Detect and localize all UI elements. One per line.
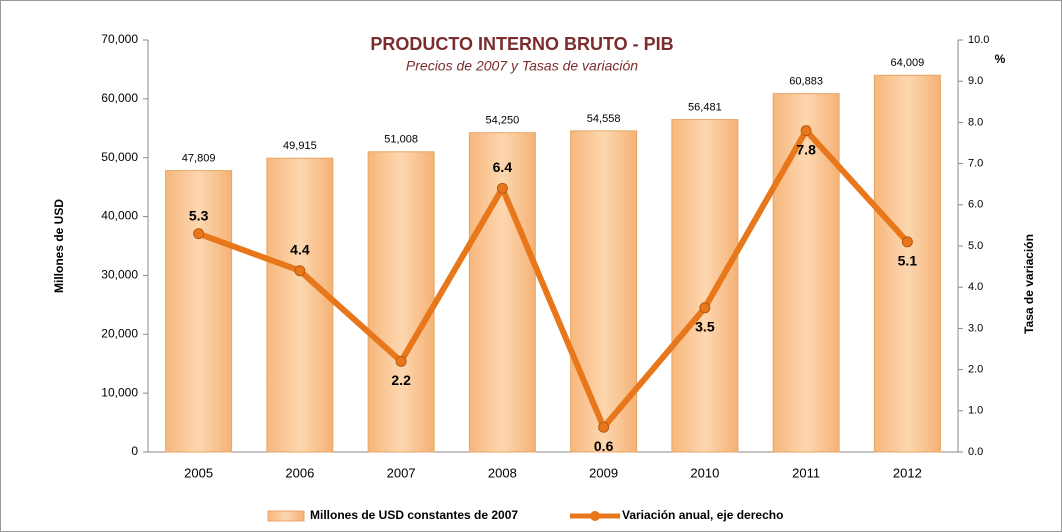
line-value-label: 5.3 <box>189 207 209 223</box>
y2-tick-label: 8.0 <box>968 116 983 128</box>
chart-title: PRODUCTO INTERNO BRUTO - PIB <box>370 34 673 54</box>
x-tick-label: 2007 <box>387 465 416 480</box>
y-tick-label: 50,000 <box>101 150 138 164</box>
bar-value-label: 51,008 <box>384 134 418 146</box>
line-point <box>194 229 204 239</box>
bar-value-label: 64,009 <box>891 57 925 69</box>
y-tick-label: 60,000 <box>101 91 138 105</box>
legend-label: Variación anual, eje derecho <box>622 508 783 522</box>
bar-value-label: 54,558 <box>587 113 621 125</box>
x-tick-label: 2011 <box>792 465 820 480</box>
y-tick-label: 30,000 <box>101 268 138 282</box>
line-point <box>396 356 406 366</box>
line-value-label: 2.2 <box>391 372 411 388</box>
bar <box>672 120 738 452</box>
bar-value-label: 54,250 <box>486 115 520 127</box>
y2-tick-label: 2.0 <box>968 364 983 376</box>
y-axis-label: Millones de USD <box>52 199 66 293</box>
chart-subtitle: Precios de 2007 y Tasas de variación <box>406 58 638 74</box>
x-tick-label: 2010 <box>690 465 719 480</box>
legend-swatch <box>590 511 600 521</box>
x-tick-label: 2006 <box>285 465 314 480</box>
bar-value-label: 47,809 <box>182 153 216 165</box>
line-value-label: 4.4 <box>290 241 310 257</box>
y-tick-label: 10,000 <box>101 385 138 399</box>
bar <box>267 158 333 452</box>
y-tick-label: 40,000 <box>101 209 138 223</box>
y2-tick-label: 0.0 <box>968 446 983 458</box>
x-tick-label: 2009 <box>589 465 618 480</box>
y2-axis-label: Tasa de variación <box>1022 234 1036 334</box>
bar <box>469 133 535 452</box>
line-value-label: 0.6 <box>594 438 614 454</box>
chart: PRODUCTO INTERNO BRUTO - PIB Precios de … <box>0 0 1062 532</box>
y2-tick-label: 3.0 <box>968 322 983 334</box>
bar-value-label: 49,915 <box>283 140 317 152</box>
line-value-label: 6.4 <box>493 159 513 175</box>
line-point <box>902 237 912 247</box>
x-tick-label: 2005 <box>184 465 213 480</box>
y2-tick-label: 7.0 <box>968 158 983 170</box>
y2-tick-label: 1.0 <box>968 405 983 417</box>
legend-label: Millones de USD constantes de 2007 <box>310 508 518 522</box>
y2-tick-label: 4.0 <box>968 281 983 293</box>
y2-tick-label: 5.0 <box>968 240 983 252</box>
line-point <box>497 183 507 193</box>
line-value-label: 7.8 <box>796 141 816 157</box>
legend-swatch <box>268 511 304 521</box>
y-tick-label: 0 <box>131 444 138 458</box>
y2-tick-label: 9.0 <box>968 75 983 87</box>
y-tick-label: 20,000 <box>101 326 138 340</box>
line-point <box>801 126 811 136</box>
line-point <box>599 422 609 432</box>
bar-value-label: 56,481 <box>688 101 722 113</box>
line-point <box>295 266 305 276</box>
bar <box>368 152 434 452</box>
line-point <box>700 303 710 313</box>
y2-tick-label: 10.0 <box>968 34 989 46</box>
bar-value-label: 60,883 <box>789 76 823 88</box>
line-value-label: 5.1 <box>898 253 918 269</box>
y2-unit: % <box>995 52 1006 66</box>
line-value-label: 3.5 <box>695 319 715 335</box>
y-tick-label: 70,000 <box>101 32 138 46</box>
x-tick-label: 2012 <box>893 465 922 480</box>
x-tick-label: 2008 <box>488 465 517 480</box>
y2-tick-label: 6.0 <box>968 199 983 211</box>
